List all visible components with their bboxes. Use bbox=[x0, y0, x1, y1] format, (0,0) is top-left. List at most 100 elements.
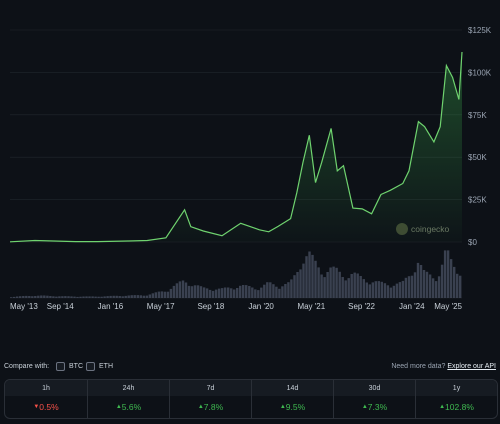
volume-bar bbox=[145, 295, 149, 298]
perf-change: ▲ 102.8% bbox=[416, 396, 497, 418]
compare-bar: Compare with: BTC ETH Need more data? Ex… bbox=[4, 362, 496, 374]
price-chart[interactable]: $0 $25K $50K $75K $100K $125K May '13 Sep '14 J… bbox=[0, 0, 500, 320]
volume-bar bbox=[208, 289, 212, 298]
volume-bar bbox=[217, 288, 221, 298]
volume-bar bbox=[106, 296, 109, 298]
volume-bar bbox=[431, 278, 435, 298]
volume-bar bbox=[371, 282, 375, 298]
volume-bar bbox=[61, 296, 64, 298]
x-tick-label: May '13 bbox=[10, 302, 38, 311]
volume-bar bbox=[239, 285, 242, 298]
volume-bar bbox=[275, 286, 278, 298]
volume-bar bbox=[40, 295, 43, 298]
volume-bar bbox=[335, 267, 338, 298]
volume-bar bbox=[416, 262, 420, 298]
volume-bar bbox=[332, 266, 335, 298]
volume-bar bbox=[10, 297, 13, 298]
perf-period: 30d bbox=[334, 380, 415, 396]
volume-bar bbox=[407, 276, 411, 298]
volume-bar bbox=[383, 283, 387, 298]
volume-bar bbox=[139, 295, 143, 298]
volume-bar bbox=[281, 286, 284, 298]
perf-cell-7d: 7d ▲ 7.8% bbox=[169, 380, 251, 418]
volume-bar bbox=[67, 296, 70, 298]
volume-bar bbox=[70, 296, 73, 298]
volume-bar bbox=[46, 295, 49, 298]
volume-bar bbox=[28, 296, 31, 298]
volume-bar bbox=[386, 285, 390, 298]
volume-bar bbox=[142, 295, 146, 298]
volume-bar bbox=[154, 292, 158, 298]
checkbox-icon bbox=[56, 362, 65, 371]
volume-bar bbox=[278, 288, 281, 298]
volume-bar bbox=[58, 296, 61, 298]
volume-bar bbox=[19, 296, 22, 298]
perf-change: ▲ 5.6% bbox=[88, 396, 169, 418]
volume-bar bbox=[196, 285, 200, 298]
volume-bar bbox=[251, 287, 254, 298]
volume-bar bbox=[193, 285, 197, 298]
volume-bar bbox=[82, 296, 85, 298]
volume-bar bbox=[293, 275, 296, 298]
volume-bar bbox=[323, 277, 326, 298]
perf-period: 1y bbox=[416, 380, 497, 396]
volume-bar bbox=[419, 265, 423, 298]
volume-bar bbox=[223, 287, 227, 298]
x-axis-labels: May '13 Sep '14 Jan '16 May '17 Sep '18 Jan '… bbox=[10, 302, 463, 311]
x-tick-label: Sep '22 bbox=[348, 302, 375, 311]
perf-value: 0.5% bbox=[39, 402, 59, 412]
volume-bar bbox=[130, 295, 133, 298]
x-tick-label: Sep '14 bbox=[47, 302, 74, 311]
volume-bar bbox=[296, 272, 299, 298]
x-tick-label: Jan '16 bbox=[98, 302, 124, 311]
volume-bar bbox=[112, 295, 115, 298]
volume-bar bbox=[365, 282, 369, 298]
volume-bar bbox=[214, 289, 218, 298]
explore-api-link[interactable]: Explore our API bbox=[447, 363, 496, 370]
volume-bar bbox=[398, 282, 402, 298]
volume-bar bbox=[151, 293, 155, 298]
volume-bar bbox=[178, 281, 182, 298]
volume-bar bbox=[248, 286, 251, 298]
volume-bar bbox=[272, 284, 275, 298]
compare-btc-checkbox[interactable]: BTC bbox=[56, 362, 83, 371]
volume-bar bbox=[166, 291, 170, 298]
volume-bar bbox=[374, 281, 378, 298]
compare-eth-checkbox[interactable]: ETH bbox=[86, 362, 113, 371]
volume-bar bbox=[79, 296, 82, 298]
volume-bar bbox=[437, 276, 441, 298]
api-promo: Need more data? Explore our API bbox=[391, 363, 496, 370]
volume-bar bbox=[242, 285, 245, 298]
volume-bar bbox=[422, 270, 426, 298]
volume-bar bbox=[359, 276, 362, 298]
x-tick-label: May '17 bbox=[147, 302, 175, 311]
volume-bar bbox=[459, 275, 462, 298]
volume-bar bbox=[37, 295, 40, 298]
volume-bar bbox=[269, 282, 272, 298]
volume-bar bbox=[440, 264, 444, 298]
volume-bar bbox=[446, 250, 450, 298]
volume-bar bbox=[205, 288, 209, 298]
volume-bar bbox=[456, 273, 459, 298]
perf-value: 7.3% bbox=[367, 402, 388, 412]
volume-bar bbox=[100, 296, 103, 298]
triangle-up-icon: ▲ bbox=[115, 404, 122, 410]
volume-bar bbox=[263, 284, 266, 298]
x-tick-label: May '25 bbox=[434, 302, 462, 311]
volume-bar bbox=[124, 295, 127, 298]
volume-bar bbox=[308, 251, 311, 298]
volume-bar bbox=[395, 283, 399, 298]
y-tick-label: $25K bbox=[468, 196, 487, 205]
volume-bar bbox=[97, 296, 100, 298]
volume-bar bbox=[233, 289, 236, 298]
volume-bar bbox=[254, 289, 257, 298]
triangle-up-icon: ▲ bbox=[361, 404, 368, 410]
perf-change: ▼ 0.5% bbox=[5, 396, 87, 418]
volume-bar bbox=[299, 269, 302, 298]
perf-cell-1y: 1y ▲ 102.8% bbox=[415, 380, 497, 418]
grid-lines bbox=[10, 29, 462, 299]
volume-bar bbox=[91, 296, 94, 298]
volume-bar bbox=[190, 286, 194, 298]
volume-bar bbox=[320, 274, 323, 298]
perf-cell-24h: 24h ▲ 5.6% bbox=[87, 380, 169, 418]
